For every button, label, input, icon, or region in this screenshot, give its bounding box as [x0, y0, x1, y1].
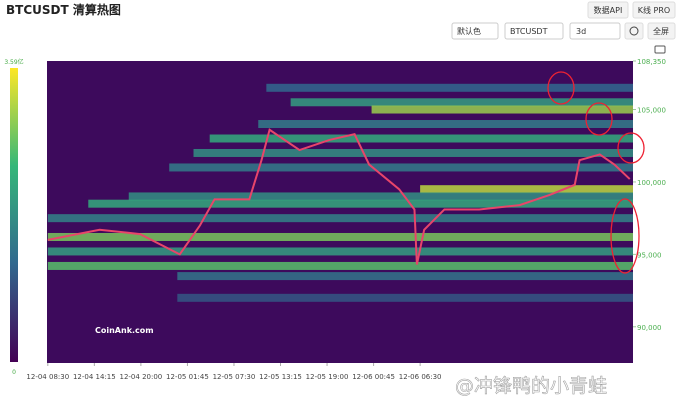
symbol-select[interactable]	[504, 22, 564, 40]
color-select[interactable]	[451, 22, 499, 40]
overlay-watermark: @冲锋鸭的小青蛙	[455, 375, 607, 397]
y-tick-label: 95,000	[637, 251, 662, 259]
x-tick-label: 12-06 00:45	[352, 373, 395, 381]
y-tick-label: 90,000	[637, 324, 662, 332]
heatmap: 3.59亿 0 90,000 95,000 100,000 105,000 108,350 1…	[4, 58, 666, 381]
annotation-circle	[585, 102, 613, 136]
x-tick-label: 12-04 14:15	[73, 373, 116, 381]
annotation-circle	[617, 132, 645, 164]
refresh-button[interactable]	[624, 22, 644, 40]
liquidation-band	[371, 105, 633, 114]
color-select-label[interactable]: 默认色	[457, 26, 481, 36]
api-button-label[interactable]: 数据API	[594, 5, 623, 15]
liquidation-band	[177, 272, 634, 281]
x-tick-label: 12-04 08:30	[26, 373, 69, 381]
colorbar-label: 0	[12, 369, 16, 376]
x-tick-label: 12-05 01:45	[166, 373, 209, 381]
liquidation-band	[47, 247, 634, 256]
x-tick-label: 12-05 07:30	[213, 373, 256, 381]
api-button[interactable]	[587, 1, 629, 19]
camera-icon[interactable]	[654, 45, 666, 54]
x-tick-label: 12-05 19:00	[306, 373, 349, 381]
range-select-label[interactable]: 3d	[576, 27, 586, 36]
kline-button-label[interactable]: K线 PRO	[638, 5, 670, 15]
liquidation-band	[169, 163, 633, 172]
chart-watermark: CoinAnk.com	[95, 326, 154, 335]
liquidation-band	[47, 214, 634, 223]
y-tick-label: 100,000	[637, 179, 666, 187]
x-tick-label: 12-04 20:00	[120, 373, 163, 381]
fullscreen-button[interactable]	[647, 22, 676, 40]
fullscreen-label[interactable]: 全屏	[653, 26, 669, 36]
refresh-icon	[629, 26, 639, 36]
kline-button[interactable]	[632, 1, 676, 19]
colorbar-label: 3.59亿	[4, 58, 23, 66]
liquidation-band	[193, 148, 633, 157]
y-tick-label: 105,000	[637, 107, 666, 115]
liquidation-band	[177, 293, 634, 302]
liquidation-band	[420, 185, 633, 194]
symbol-select-label[interactable]: BTCUSDT	[510, 27, 548, 36]
liquidation-band	[47, 261, 634, 270]
colorbar	[10, 68, 18, 362]
price-line	[47, 128, 631, 265]
liquidation-band	[128, 192, 634, 201]
liquidation-band	[88, 199, 634, 208]
liquidation-band	[258, 120, 633, 129]
liquidation-band	[290, 98, 633, 107]
y-tick-label: 108,350	[637, 58, 666, 66]
liquidation-band	[209, 134, 633, 143]
annotation-circle	[610, 198, 640, 274]
x-tick-label: 12-05 13:15	[259, 373, 302, 381]
x-tick-label: 12-06 06:30	[399, 373, 442, 381]
title: BTCUSDT 清算热图	[6, 2, 121, 17]
liquidation-band	[266, 83, 633, 92]
liquidation-band	[47, 232, 634, 241]
range-select[interactable]	[569, 22, 621, 40]
annotation-circle	[547, 71, 575, 105]
